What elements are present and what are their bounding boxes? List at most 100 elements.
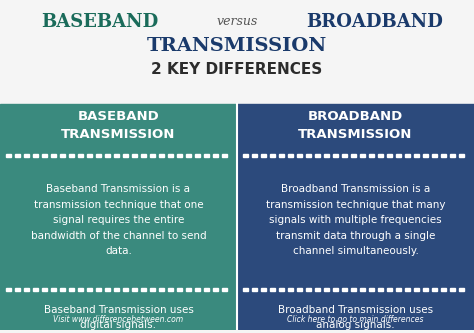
Text: 2 KEY DIFFERENCES: 2 KEY DIFFERENCES — [151, 62, 323, 77]
Bar — [213, 288, 218, 291]
Bar — [261, 288, 266, 291]
Text: Baseband Transmission uses
digital signals.: Baseband Transmission uses digital signa… — [44, 304, 193, 330]
Text: Baseband Transmission is a
transmission technique that one
signal requires the e: Baseband Transmission is a transmission … — [31, 184, 206, 256]
Bar — [0, 0, 474, 104]
Bar — [204, 154, 209, 157]
Bar — [459, 154, 464, 157]
Text: Visit www.differencebetween.com: Visit www.differencebetween.com — [54, 315, 183, 324]
Bar — [450, 288, 455, 291]
Bar — [279, 288, 284, 291]
Bar — [186, 288, 191, 291]
Bar — [288, 288, 293, 291]
Bar — [150, 288, 155, 291]
Bar — [423, 154, 428, 157]
Bar — [204, 288, 209, 291]
Bar — [333, 154, 338, 157]
Bar — [369, 288, 374, 291]
Bar — [306, 288, 311, 291]
Bar — [24, 154, 29, 157]
Bar — [342, 288, 347, 291]
Bar — [159, 154, 164, 157]
Bar — [15, 154, 20, 157]
Bar — [78, 288, 83, 291]
Text: TRANSMISSION: TRANSMISSION — [147, 37, 327, 55]
Bar — [114, 288, 119, 291]
Bar — [150, 154, 155, 157]
Bar — [252, 288, 257, 291]
Bar — [423, 288, 428, 291]
Bar — [405, 288, 410, 291]
Bar — [315, 154, 320, 157]
Bar — [396, 288, 401, 291]
Bar — [87, 288, 92, 291]
Bar — [279, 154, 284, 157]
Bar — [105, 288, 110, 291]
Bar — [237, 104, 474, 330]
Bar — [414, 288, 419, 291]
Bar — [351, 154, 356, 157]
Bar — [42, 288, 47, 291]
Bar — [270, 288, 275, 291]
Bar — [297, 288, 302, 291]
Bar — [396, 154, 401, 157]
Bar — [222, 154, 227, 157]
Bar — [324, 288, 329, 291]
Bar — [141, 288, 146, 291]
Text: versus: versus — [216, 15, 258, 28]
Bar — [33, 288, 38, 291]
Bar — [0, 104, 237, 330]
Bar — [369, 154, 374, 157]
Bar — [60, 288, 65, 291]
Bar — [342, 154, 347, 157]
Bar — [123, 288, 128, 291]
Bar — [33, 154, 38, 157]
Bar — [315, 288, 320, 291]
Bar — [51, 288, 56, 291]
Bar — [69, 154, 74, 157]
Text: Click here to go to main differences: Click here to go to main differences — [287, 315, 424, 324]
Bar — [441, 154, 446, 157]
Bar — [96, 154, 101, 157]
Text: Broadband Transmission uses
analog signals.: Broadband Transmission uses analog signa… — [278, 304, 433, 330]
Bar — [96, 288, 101, 291]
Bar — [60, 154, 65, 157]
Bar — [168, 288, 173, 291]
Bar — [432, 154, 437, 157]
Bar — [159, 288, 164, 291]
Bar — [243, 288, 248, 291]
Text: BASEBAND
TRANSMISSION: BASEBAND TRANSMISSION — [61, 111, 176, 142]
Bar — [414, 154, 419, 157]
Bar — [387, 288, 392, 291]
Text: BROADBAND
TRANSMISSION: BROADBAND TRANSMISSION — [298, 111, 413, 142]
Bar — [123, 154, 128, 157]
Bar — [243, 154, 248, 157]
Bar — [360, 154, 365, 157]
Bar — [195, 154, 200, 157]
Bar — [132, 154, 137, 157]
Bar — [177, 154, 182, 157]
Bar — [132, 288, 137, 291]
Bar — [87, 154, 92, 157]
Bar — [387, 154, 392, 157]
Text: BASEBAND: BASEBAND — [41, 13, 159, 31]
Text: BROADBAND: BROADBAND — [307, 13, 444, 31]
Bar — [15, 288, 20, 291]
Bar — [450, 154, 455, 157]
Bar — [441, 288, 446, 291]
Bar — [69, 288, 74, 291]
Bar — [177, 288, 182, 291]
Bar — [168, 154, 173, 157]
Bar — [42, 154, 47, 157]
Bar — [333, 288, 338, 291]
Bar — [222, 288, 227, 291]
Bar — [324, 154, 329, 157]
Bar — [24, 288, 29, 291]
Bar — [195, 288, 200, 291]
Bar — [213, 154, 218, 157]
Bar — [297, 154, 302, 157]
Bar — [186, 154, 191, 157]
Bar — [306, 154, 311, 157]
Bar — [105, 154, 110, 157]
Text: Broadband Transmission is a
transmission technique that many
signals with multip: Broadband Transmission is a transmission… — [266, 184, 445, 256]
Bar — [378, 154, 383, 157]
